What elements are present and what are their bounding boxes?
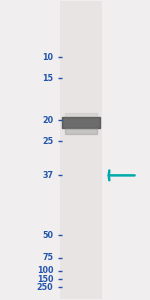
Text: 75: 75 [42,253,53,262]
Text: 100: 100 [37,266,53,275]
Text: 50: 50 [42,231,53,240]
Bar [60,1,102,299]
Text: 25: 25 [42,136,53,146]
Text: 20: 20 [42,116,53,124]
Text: 15: 15 [42,74,53,83]
Text: 150: 150 [37,274,53,284]
Text: 250: 250 [37,283,53,292]
Text: 10: 10 [42,53,53,62]
Text: 37: 37 [42,171,53,180]
